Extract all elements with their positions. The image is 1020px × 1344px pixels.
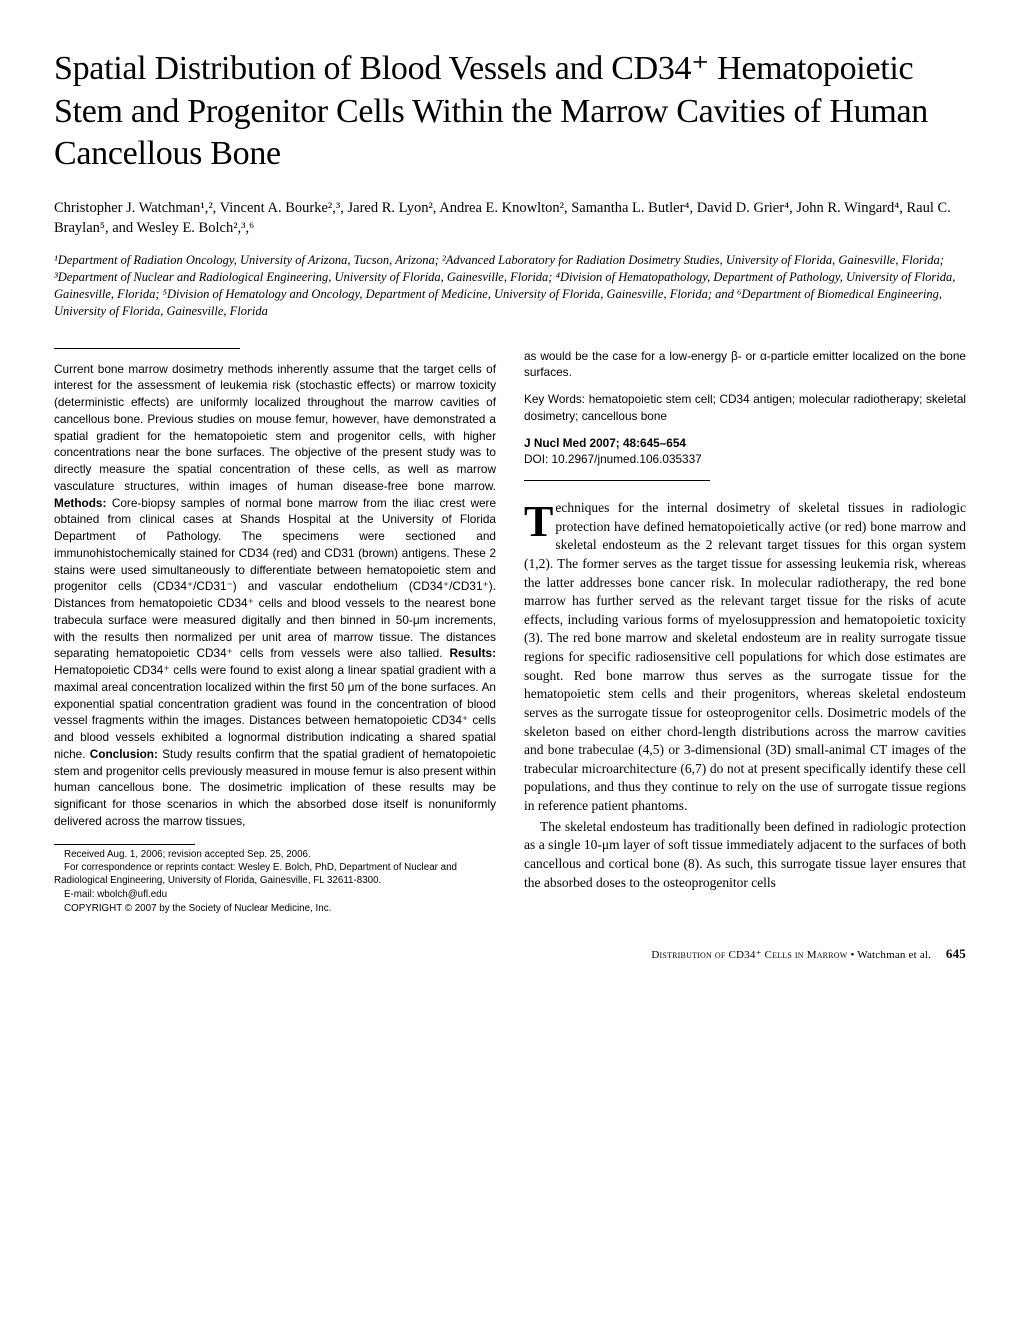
body-p2-text: The skeletal endosteum has traditionally… — [524, 819, 966, 890]
body-paragraph-1: T echniques for the internal dosimetry o… — [524, 499, 966, 816]
journal-line: J Nucl Med 2007; 48:645–654 — [524, 435, 966, 452]
abstract-tail: as would be the case for a low-energy β-… — [524, 348, 966, 382]
keywords-text: hematopoietic stem cell; CD34 antigen; m… — [524, 392, 966, 423]
abstract-methods: Core-biopsy samples of normal bone marro… — [54, 496, 496, 661]
abstract-rule-bottom — [524, 480, 710, 481]
footnote-received: Received Aug. 1, 2006; revision accepted… — [54, 849, 496, 862]
running-footer: Distribution of CD34⁺ Cells in Marrow • … — [54, 946, 966, 962]
abstract-intro: Current bone marrow dosimetry methods in… — [54, 362, 496, 493]
dropcap-letter: T — [524, 503, 553, 540]
article-title: Spatial Distribution of Blood Vessels an… — [54, 48, 966, 176]
footnote-correspondence: For correspondence or reprints contact: … — [54, 862, 496, 887]
conclusion-label: Conclusion: — [90, 747, 162, 761]
footnote-email: E-mail: wbolch@ufl.edu — [54, 889, 496, 902]
authors-line: Christopher J. Watchman¹,², Vincent A. B… — [54, 198, 966, 239]
two-column-layout: Current bone marrow dosimetry methods in… — [54, 348, 966, 917]
abstract-block: Current bone marrow dosimetry methods in… — [54, 361, 496, 830]
doi-line: DOI: 10.2967/jnumed.106.035337 — [524, 451, 966, 468]
methods-label: Methods: — [54, 496, 112, 510]
footer-page-number: 645 — [946, 946, 966, 961]
results-label: Results: — [449, 646, 496, 660]
footnote-rule — [54, 844, 195, 845]
footer-short-title: Distribution of CD34⁺ Cells in Marrow — [651, 949, 847, 961]
footnote-copyright: COPYRIGHT © 2007 by the Society of Nucle… — [54, 903, 496, 916]
footnote-block: Received Aug. 1, 2006; revision accepted… — [54, 849, 496, 916]
abstract-rule-top — [54, 348, 240, 349]
right-column: as would be the case for a low-energy β-… — [524, 348, 966, 917]
affiliations: ¹Department of Radiation Oncology, Unive… — [54, 252, 966, 320]
footer-author: Watchman et al. — [857, 949, 931, 961]
body-p1-text: echniques for the internal dosimetry of … — [524, 500, 966, 813]
keywords-block: Key Words: hematopoietic stem cell; CD34… — [524, 391, 966, 425]
left-column: Current bone marrow dosimetry methods in… — [54, 348, 496, 917]
keywords-label: Key Words: — [524, 392, 589, 406]
body-paragraph-2: The skeletal endosteum has traditionally… — [524, 818, 966, 893]
journal-meta: J Nucl Med 2007; 48:645–654 DOI: 10.2967… — [524, 435, 966, 469]
